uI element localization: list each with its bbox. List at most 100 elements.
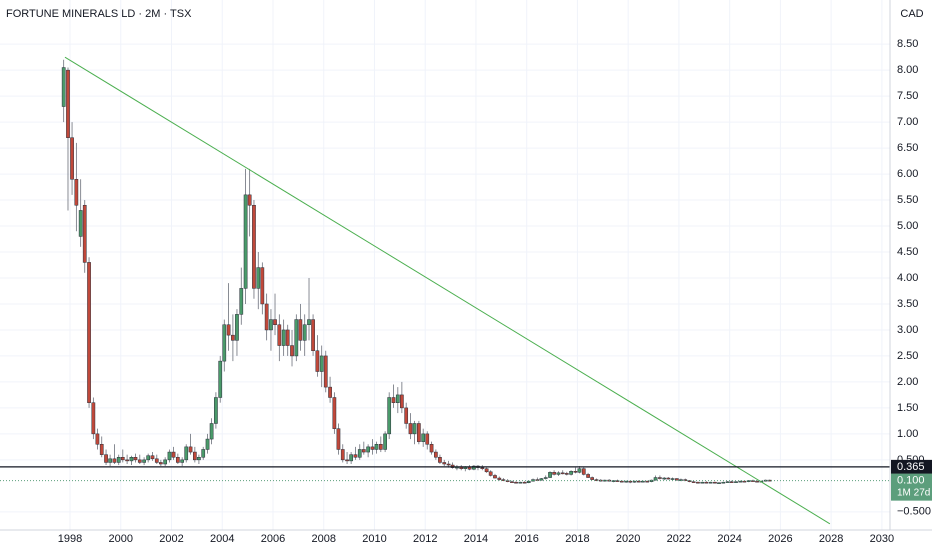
grid — [0, 0, 890, 530]
candle-body — [175, 457, 180, 463]
y-tick-label: 5.50 — [897, 194, 918, 206]
candle-body — [104, 454, 108, 463]
candle-body — [696, 481, 700, 484]
candle-body — [395, 394, 400, 403]
candle-body — [577, 468, 582, 473]
candle-body — [488, 471, 493, 476]
candle-body — [552, 472, 556, 475]
candle-body — [560, 472, 565, 475]
price-badge — [891, 459, 932, 474]
x-tick-label: 2002 — [159, 533, 183, 545]
candle-body — [683, 479, 688, 481]
candle-body — [581, 468, 586, 475]
candle-body — [366, 446, 370, 453]
candle-body — [662, 477, 667, 480]
candle-body — [383, 433, 387, 450]
candle-body — [446, 463, 451, 466]
candle-body — [171, 451, 176, 458]
candle-body — [539, 478, 544, 481]
candle-body — [624, 480, 628, 483]
candle-body — [290, 345, 294, 357]
y-tick-label: 1.50 — [897, 402, 918, 414]
candle-body — [349, 454, 353, 462]
candle-body — [226, 324, 231, 336]
candle-body — [87, 262, 91, 403]
candle-body — [120, 457, 125, 461]
candle-body — [548, 472, 552, 478]
candle-body — [260, 267, 265, 305]
candle-body — [569, 471, 573, 475]
candle-body — [400, 394, 404, 409]
candle-body — [214, 397, 218, 424]
candle-body — [95, 433, 100, 445]
candle-body — [522, 481, 527, 484]
candle-body — [742, 480, 747, 483]
x-tick-label: 1998 — [58, 533, 82, 545]
candle-body — [146, 455, 151, 461]
candle-body — [370, 446, 375, 450]
candle-body — [717, 482, 721, 484]
candle-body — [353, 454, 358, 458]
candle-body — [277, 324, 282, 346]
candle-body — [510, 481, 514, 483]
candle-body — [526, 480, 531, 483]
candle-body — [632, 480, 637, 483]
candle-body — [408, 423, 413, 435]
candle-body — [472, 465, 476, 470]
candle-body — [137, 459, 142, 463]
y-tick-label: 6.50 — [897, 142, 918, 154]
candle-body — [345, 459, 349, 462]
last-price-label: 0.100 — [897, 475, 925, 487]
x-tick-label: 2026 — [768, 533, 792, 545]
candle-body — [218, 360, 223, 398]
candle-body — [285, 329, 290, 346]
candle-body — [315, 350, 320, 372]
candle-body — [480, 467, 485, 469]
candle-body — [70, 137, 74, 180]
x-tick-label: 2020 — [616, 533, 640, 545]
candle-body — [734, 481, 738, 483]
candle-body — [687, 480, 692, 482]
candle-body — [484, 468, 489, 473]
candle-body — [438, 457, 442, 463]
candle-body — [556, 472, 561, 475]
candle-body — [332, 397, 337, 429]
price-badge-label: 0.365 — [897, 461, 925, 473]
last-price-badge — [891, 473, 932, 501]
candle-body — [501, 479, 506, 481]
x-tick-label: 2028 — [819, 533, 843, 545]
candle-body — [281, 329, 286, 346]
y-tick-label: 7.00 — [897, 116, 918, 128]
candle-body — [192, 451, 197, 461]
candle-body — [298, 319, 303, 341]
candle-body — [412, 423, 417, 435]
x-tick-label: 2014 — [464, 533, 488, 545]
candle-body — [125, 459, 129, 462]
candle-body — [670, 478, 675, 480]
candle-body — [497, 477, 502, 480]
trend-line — [64, 56, 831, 525]
candle-body — [586, 474, 590, 478]
y-tick-label: 3.50 — [897, 298, 918, 310]
candle-body — [391, 397, 396, 403]
candle-body — [311, 319, 315, 351]
candle-body — [738, 480, 743, 483]
currency-label: CAD — [900, 8, 923, 20]
candle-body — [421, 433, 426, 442]
y-tick-label: 7.50 — [897, 90, 918, 102]
candle-body — [82, 204, 87, 263]
candle-body — [99, 444, 104, 455]
x-tick-label: 2000 — [109, 533, 133, 545]
candle-body — [442, 462, 447, 465]
candle-body — [340, 449, 345, 461]
x-tick-label: 2016 — [514, 533, 538, 545]
candle-body — [590, 477, 594, 480]
candle-body — [188, 446, 193, 453]
x-tick-label: 2018 — [565, 533, 589, 545]
candle-body — [721, 481, 726, 484]
y-tick-label: 5.00 — [897, 220, 918, 232]
y-tick-label: −0.500 — [897, 506, 931, 518]
candle-body — [205, 438, 210, 450]
candle-body — [158, 462, 163, 465]
